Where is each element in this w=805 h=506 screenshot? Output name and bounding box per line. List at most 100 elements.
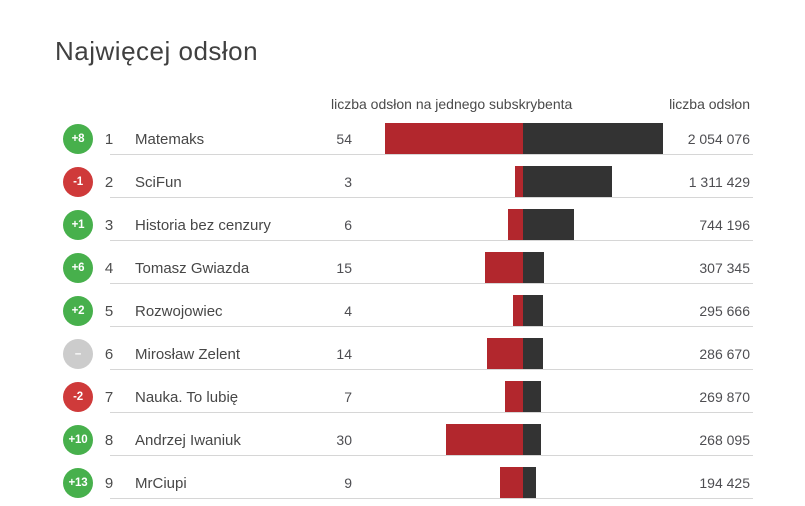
total-views-value: 1 311 429 [688, 174, 750, 190]
channel-name: Rozwojowiec [135, 302, 223, 320]
rank-change-badge: +1 [63, 210, 93, 240]
views-per-subscriber-value: 9 [344, 475, 352, 491]
row-separator [110, 154, 753, 155]
ranking-table: liczba odsłon na jednego subskrybenta li… [55, 96, 753, 499]
rank-change-badge: +2 [63, 296, 93, 326]
table-row: +2 5 Rozwojowiec 4 295 666 [55, 284, 753, 327]
rank-change-cell: -2 [55, 382, 95, 412]
views-per-subscriber-value: 6 [344, 217, 352, 233]
rank-number: 5 [104, 302, 114, 320]
rank-number: 3 [104, 216, 114, 234]
total-views-value: 286 670 [699, 346, 750, 362]
rank-number: 7 [104, 388, 114, 406]
table-row: -1 2 SciFun 3 1 311 429 [55, 155, 753, 198]
views-per-subscriber-value: 7 [344, 389, 352, 405]
total-views-bar-track [523, 467, 685, 499]
views-per-subscriber-bar-track [352, 209, 523, 241]
total-views-bar [523, 295, 543, 327]
views-per-subscriber-bar [500, 467, 523, 499]
row-separator [110, 369, 753, 370]
row-content: +10 8 Andrzej Iwaniuk 30 268 095 [55, 424, 750, 456]
views-per-subscriber-bar [505, 381, 523, 413]
rank-change-badge: +10 [63, 425, 93, 455]
views-per-subscriber-value: 15 [336, 260, 352, 276]
col-header-views-per-subscriber: liczba odsłon na jednego subskrybenta [331, 96, 573, 112]
table-row: +10 8 Andrzej Iwaniuk 30 268 095 [55, 413, 753, 456]
rank-change-badge: -1 [63, 167, 93, 197]
channel-name: Mirosław Zelent [135, 345, 241, 363]
views-per-subscriber-bar [513, 295, 523, 327]
table-row: -2 7 Nauka. To lubię 7 269 870 [55, 370, 753, 413]
rank-number: 6 [104, 345, 114, 363]
channel-name: Historia bez cenzury [135, 216, 271, 234]
table-row: +6 4 Tomasz Gwiazda 15 307 345 [55, 241, 753, 284]
views-per-subscriber-bar [515, 166, 523, 198]
table-row: +1 3 Historia bez cenzury 6 744 196 [55, 198, 753, 241]
rank-number: 8 [104, 431, 114, 449]
rank-change-cell: – [55, 339, 95, 369]
row-separator [110, 240, 753, 241]
channel-name: Andrzej Iwaniuk [135, 431, 241, 449]
total-views-bar [523, 252, 544, 284]
channel-name: Matemaks [135, 130, 205, 148]
views-per-subscriber-bar-track [352, 381, 523, 413]
total-views-value: 269 870 [699, 389, 750, 405]
total-views-bar [523, 424, 541, 456]
views-per-subscriber-bar [485, 252, 523, 284]
row-separator [110, 197, 753, 198]
rank-change-cell: +10 [55, 425, 95, 455]
views-per-subscriber-bar [385, 123, 523, 155]
table-row: +8 1 Matemaks 54 2 054 076 [55, 112, 753, 155]
rank-change-badge: +8 [63, 124, 93, 154]
views-per-subscriber-value: 4 [344, 303, 352, 319]
total-views-bar [523, 166, 612, 198]
views-per-subscriber-value: 14 [336, 346, 352, 362]
total-views-bar-track [523, 424, 685, 456]
total-views-value: 2 054 076 [687, 131, 750, 147]
views-per-subscriber-bar-track [352, 295, 523, 327]
views-per-subscriber-bar-track [352, 338, 523, 370]
row-content: +6 4 Tomasz Gwiazda 15 307 345 [55, 252, 750, 284]
rank-change-cell: +2 [55, 296, 95, 326]
rank-number: 2 [104, 173, 114, 191]
row-content: +13 9 MrCiupi 9 194 425 [55, 467, 750, 499]
total-views-bar-track [523, 295, 685, 327]
rank-number: 1 [104, 130, 114, 148]
total-views-bar [523, 381, 541, 413]
total-views-bar [523, 123, 663, 155]
views-per-subscriber-value: 30 [336, 432, 352, 448]
row-content: -1 2 SciFun 3 1 311 429 [55, 166, 750, 198]
total-views-bar [523, 467, 536, 499]
row-content: -2 7 Nauka. To lubię 7 269 870 [55, 381, 750, 413]
total-views-value: 194 425 [699, 475, 750, 491]
row-content: +1 3 Historia bez cenzury 6 744 196 [55, 209, 750, 241]
total-views-bar-track [523, 381, 685, 413]
row-separator [110, 283, 753, 284]
total-views-bar-track [523, 123, 685, 155]
rank-change-badge: +6 [63, 253, 93, 283]
row-separator [110, 326, 753, 327]
rank-change-badge: -2 [63, 382, 93, 412]
rank-change-badge: – [63, 339, 93, 369]
views-per-subscriber-value: 54 [336, 131, 352, 147]
total-views-value: 295 666 [699, 303, 750, 319]
views-per-subscriber-bar-track [352, 123, 523, 155]
rank-change-badge: +13 [63, 468, 93, 498]
views-per-subscriber-bar-track [352, 424, 523, 456]
total-views-bar-track [523, 338, 685, 370]
views-per-subscriber-bar-track [352, 252, 523, 284]
views-per-subscriber-bar-track [352, 166, 523, 198]
total-views-bar-track [523, 166, 685, 198]
rank-change-cell: +8 [55, 124, 95, 154]
views-per-subscriber-bar [508, 209, 523, 241]
table-row: +13 9 MrCiupi 9 194 425 [55, 456, 753, 499]
row-content: – 6 Mirosław Zelent 14 286 670 [55, 338, 750, 370]
views-per-subscriber-value: 3 [344, 174, 352, 190]
table-row: – 6 Mirosław Zelent 14 286 670 [55, 327, 753, 370]
total-views-bar [523, 338, 543, 370]
views-per-subscriber-bar-track [352, 467, 523, 499]
table-header: liczba odsłon na jednego subskrybenta li… [55, 96, 750, 112]
total-views-bar-track [523, 252, 685, 284]
total-views-value: 744 196 [699, 217, 750, 233]
